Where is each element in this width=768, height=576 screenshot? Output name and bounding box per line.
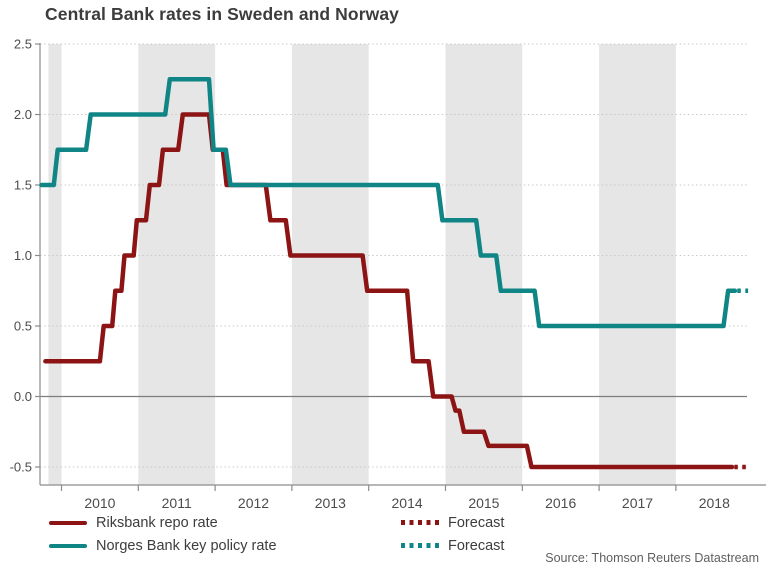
- legend-label: Forecast: [448, 537, 505, 554]
- year-band: [599, 44, 676, 485]
- legend-item-norges: Norges Bank key policy rate: [49, 538, 401, 554]
- x-year-label: 2014: [392, 495, 423, 511]
- legend-item-riksbank: Riksbank repo rate: [49, 515, 401, 531]
- riksbank-line-swatch: [49, 520, 87, 525]
- chart-title: Central Bank rates in Sweden and Norway: [45, 4, 400, 24]
- legend-item-norges-forecast: Forecast: [401, 538, 749, 554]
- legend-label: Norges Bank key policy rate: [96, 537, 277, 554]
- legend-item-riksbank-forecast: Forecast: [401, 515, 749, 531]
- x-year-label: 2015: [468, 495, 499, 511]
- x-year-label: 2013: [315, 495, 346, 511]
- x-year-label: 2016: [545, 495, 576, 511]
- x-year-label: 2012: [238, 495, 269, 511]
- norges-forecast-swatch: [401, 543, 439, 548]
- legend-label: Riksbank repo rate: [96, 514, 218, 531]
- y-tick-label: 1.0: [14, 248, 32, 263]
- rates-line-chart: 2.5 2.0 1.5 1.0 0.5 0.0 -0.5 2010 2011 2012 2013 20…: [10, 37, 766, 511]
- legend-label: Forecast: [448, 514, 505, 531]
- y-tick-label: 0.5: [14, 319, 32, 334]
- year-band: [138, 44, 216, 485]
- y-tick-label: -0.5: [10, 460, 32, 475]
- x-year-label: 2017: [622, 495, 653, 511]
- source-attribution: Source: Thomson Reuters Datastream: [545, 551, 759, 565]
- y-tick-label: 0.0: [14, 389, 32, 404]
- y-tick-label: 2.5: [14, 37, 32, 52]
- y-tick-label: 1.5: [14, 178, 32, 193]
- x-year-label: 2018: [699, 495, 730, 511]
- norges-bank-key-policy-rate-line: [39, 77, 738, 329]
- riksbank-forecast-swatch: [401, 520, 439, 525]
- y-tick-label: 2.0: [14, 107, 32, 122]
- x-year-label: 2011: [162, 495, 192, 511]
- x-year-label: 2010: [84, 495, 115, 511]
- year-band: [48, 44, 62, 485]
- chart-legend: Riksbank repo rate Forecast Norges Bank …: [49, 511, 749, 557]
- year-band: [291, 44, 369, 485]
- norges-line-swatch: [49, 543, 87, 548]
- year-band: [445, 44, 523, 485]
